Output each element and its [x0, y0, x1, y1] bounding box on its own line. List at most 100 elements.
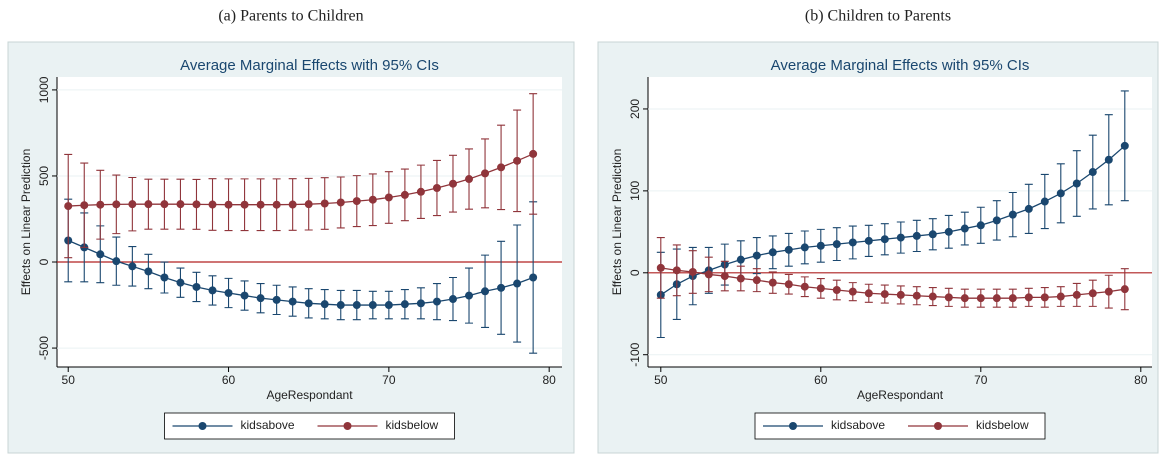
- point: [513, 156, 522, 165]
- y-axis-label: Effects on Linear Prediction: [610, 149, 624, 296]
- point: [432, 184, 441, 193]
- point: [144, 267, 153, 276]
- point: [256, 200, 265, 209]
- point: [64, 202, 73, 211]
- point: [128, 200, 137, 209]
- point: [529, 149, 538, 158]
- point: [1104, 287, 1113, 296]
- chart-title: Average Marginal Effects with 95% CIs: [180, 57, 439, 74]
- point: [384, 301, 393, 310]
- y-tick-label: 0: [628, 269, 642, 276]
- point: [784, 280, 793, 289]
- point: [784, 245, 793, 254]
- chart-title: Average Marginal Effects with 95% CIs: [771, 57, 1030, 74]
- point: [465, 175, 474, 184]
- y-axis-label: Effects on Linear Prediction: [19, 149, 33, 296]
- point: [752, 251, 761, 260]
- point: [160, 273, 169, 282]
- y-tick-label: -500: [37, 336, 51, 360]
- x-axis-label: AgeRespondant: [266, 388, 353, 402]
- point: [368, 195, 377, 204]
- x-tick-label: 50: [62, 373, 76, 387]
- point: [368, 301, 377, 310]
- point: [416, 299, 425, 308]
- point: [880, 290, 889, 299]
- point: [1040, 197, 1049, 206]
- point: [96, 250, 105, 259]
- point: [960, 294, 969, 303]
- point: [912, 231, 921, 240]
- point: [848, 287, 857, 296]
- legend-label: kidsabove: [241, 418, 295, 432]
- x-tick-label: 80: [542, 373, 556, 387]
- point: [880, 235, 889, 244]
- point: [416, 187, 425, 196]
- y-tick-label: 500: [37, 166, 51, 186]
- point: [497, 283, 506, 292]
- point: [1008, 210, 1017, 219]
- legend-marker: [934, 422, 942, 430]
- point: [465, 291, 474, 300]
- point: [704, 270, 713, 279]
- point: [112, 257, 121, 266]
- point: [352, 197, 361, 206]
- point: [1072, 290, 1081, 299]
- point: [352, 301, 361, 310]
- point: [224, 288, 233, 297]
- y-tick-label: -100: [628, 342, 642, 366]
- point: [513, 279, 522, 288]
- point: [288, 297, 297, 306]
- point: [976, 294, 985, 303]
- point: [1056, 292, 1065, 301]
- point: [208, 286, 217, 295]
- point: [848, 238, 857, 247]
- point: [1088, 289, 1097, 298]
- point: [768, 248, 777, 257]
- point: [1120, 285, 1129, 294]
- point: [160, 200, 169, 209]
- point: [481, 287, 490, 296]
- point: [1024, 293, 1033, 302]
- point: [240, 291, 249, 300]
- point: [80, 201, 89, 210]
- point: [832, 240, 841, 249]
- point: [432, 297, 441, 306]
- point: [400, 300, 409, 309]
- plot-area: [57, 77, 562, 367]
- point: [928, 292, 937, 301]
- point: [336, 198, 345, 207]
- point: [192, 200, 201, 209]
- point: [288, 200, 297, 209]
- point: [1056, 189, 1065, 198]
- point: [736, 274, 745, 283]
- point: [816, 241, 825, 250]
- point: [320, 199, 329, 208]
- x-tick-label: 70: [382, 373, 396, 387]
- y-tick-label: 200: [628, 99, 642, 119]
- x-tick-label: 60: [814, 373, 828, 387]
- point: [768, 278, 777, 287]
- point: [1104, 155, 1113, 164]
- panel: (b) Children to Parents Average Marginal …: [597, 8, 1159, 454]
- point: [1072, 179, 1081, 188]
- point: [672, 266, 681, 275]
- legend-marker: [789, 422, 797, 430]
- point: [320, 300, 329, 309]
- point: [448, 179, 457, 188]
- legend-label: kidsbelow: [976, 418, 1029, 432]
- point: [272, 295, 281, 304]
- point: [800, 282, 809, 291]
- point: [736, 255, 745, 264]
- point: [656, 263, 665, 272]
- point: [720, 272, 729, 281]
- point: [896, 290, 905, 299]
- point: [497, 163, 506, 172]
- point: [864, 289, 873, 298]
- point: [176, 200, 185, 209]
- point: [832, 285, 841, 294]
- point: [240, 200, 249, 209]
- point: [976, 221, 985, 230]
- point: [384, 193, 393, 202]
